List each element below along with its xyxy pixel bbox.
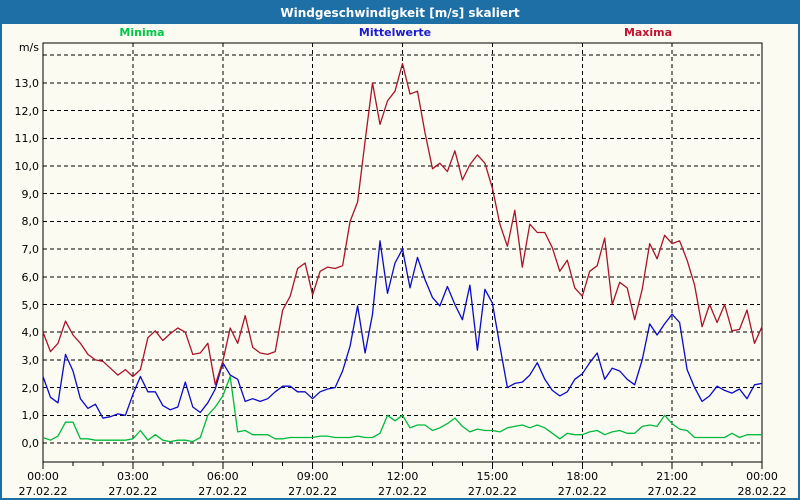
x-tick-label-time: 06:00 [206, 470, 239, 483]
y-tick-label: 4,0 [21, 326, 40, 340]
y-tick-label: 11,0 [14, 132, 40, 146]
series-mittelwerte [42, 240, 763, 419]
x-tick-label-time: 00:00 [746, 470, 778, 483]
x-tick-label-date: 28.02.22 [737, 485, 787, 498]
legend-maxima: Maxima [623, 26, 673, 39]
y-tick-label: 0,0 [21, 437, 40, 450]
x-tick-label-date: 27.02.22 [288, 485, 338, 498]
x-tick-label-time: 21:00 [656, 470, 688, 483]
y-tick-label: 9,0 [21, 187, 40, 201]
x-tick-label-date: 27.02.22 [557, 485, 607, 498]
x-tick-label-time: 09:00 [296, 470, 329, 483]
x-tick-label-time: 12:00 [386, 470, 419, 483]
y-tick-label: 12,0 [14, 104, 40, 118]
x-tick-label-date: 27.02.22 [647, 485, 697, 498]
y-tick-label: 3,0 [21, 353, 40, 367]
y-tick-label: 10,0 [14, 160, 40, 173]
x-tick-label-time: 00:00 [27, 470, 59, 483]
y-tick-label: 1,0 [21, 409, 40, 423]
legend-mittelwerte: Mittelwerte [358, 26, 432, 39]
x-tick-label-date: 27.02.22 [18, 485, 68, 498]
x-tick-label-date: 27.02.22 [378, 485, 427, 498]
y-axis-unit-label: m/s [18, 41, 39, 54]
y-tick-label: 6,0 [21, 270, 40, 284]
window-title: Windgeschwindigkeit [m/s] skaliert [280, 6, 520, 20]
x-tick-label-date: 27.02.22 [198, 485, 248, 498]
x-tick-label-time: 03:00 [117, 470, 149, 483]
window-title-bar: Windgeschwindigkeit [m/s] skaliert [2, 2, 798, 24]
series-minima [42, 375, 762, 443]
x-tick-label-time: 15:00 [476, 470, 509, 483]
series-maxima [42, 62, 763, 386]
y-tick-label: 8,0 [21, 215, 40, 229]
y-tick-label: 7,0 [21, 243, 40, 257]
y-tick-label: 5,0 [21, 298, 40, 312]
y-tick-label: 13,0 [14, 76, 40, 90]
legend-minima: Minima [119, 26, 165, 39]
y-tick-label: 2,0 [21, 381, 40, 395]
x-tick-label-time: 18:00 [566, 470, 599, 483]
x-tick-label-date: 27.02.22 [467, 485, 517, 498]
x-tick-label-date: 27.02.22 [108, 485, 158, 498]
